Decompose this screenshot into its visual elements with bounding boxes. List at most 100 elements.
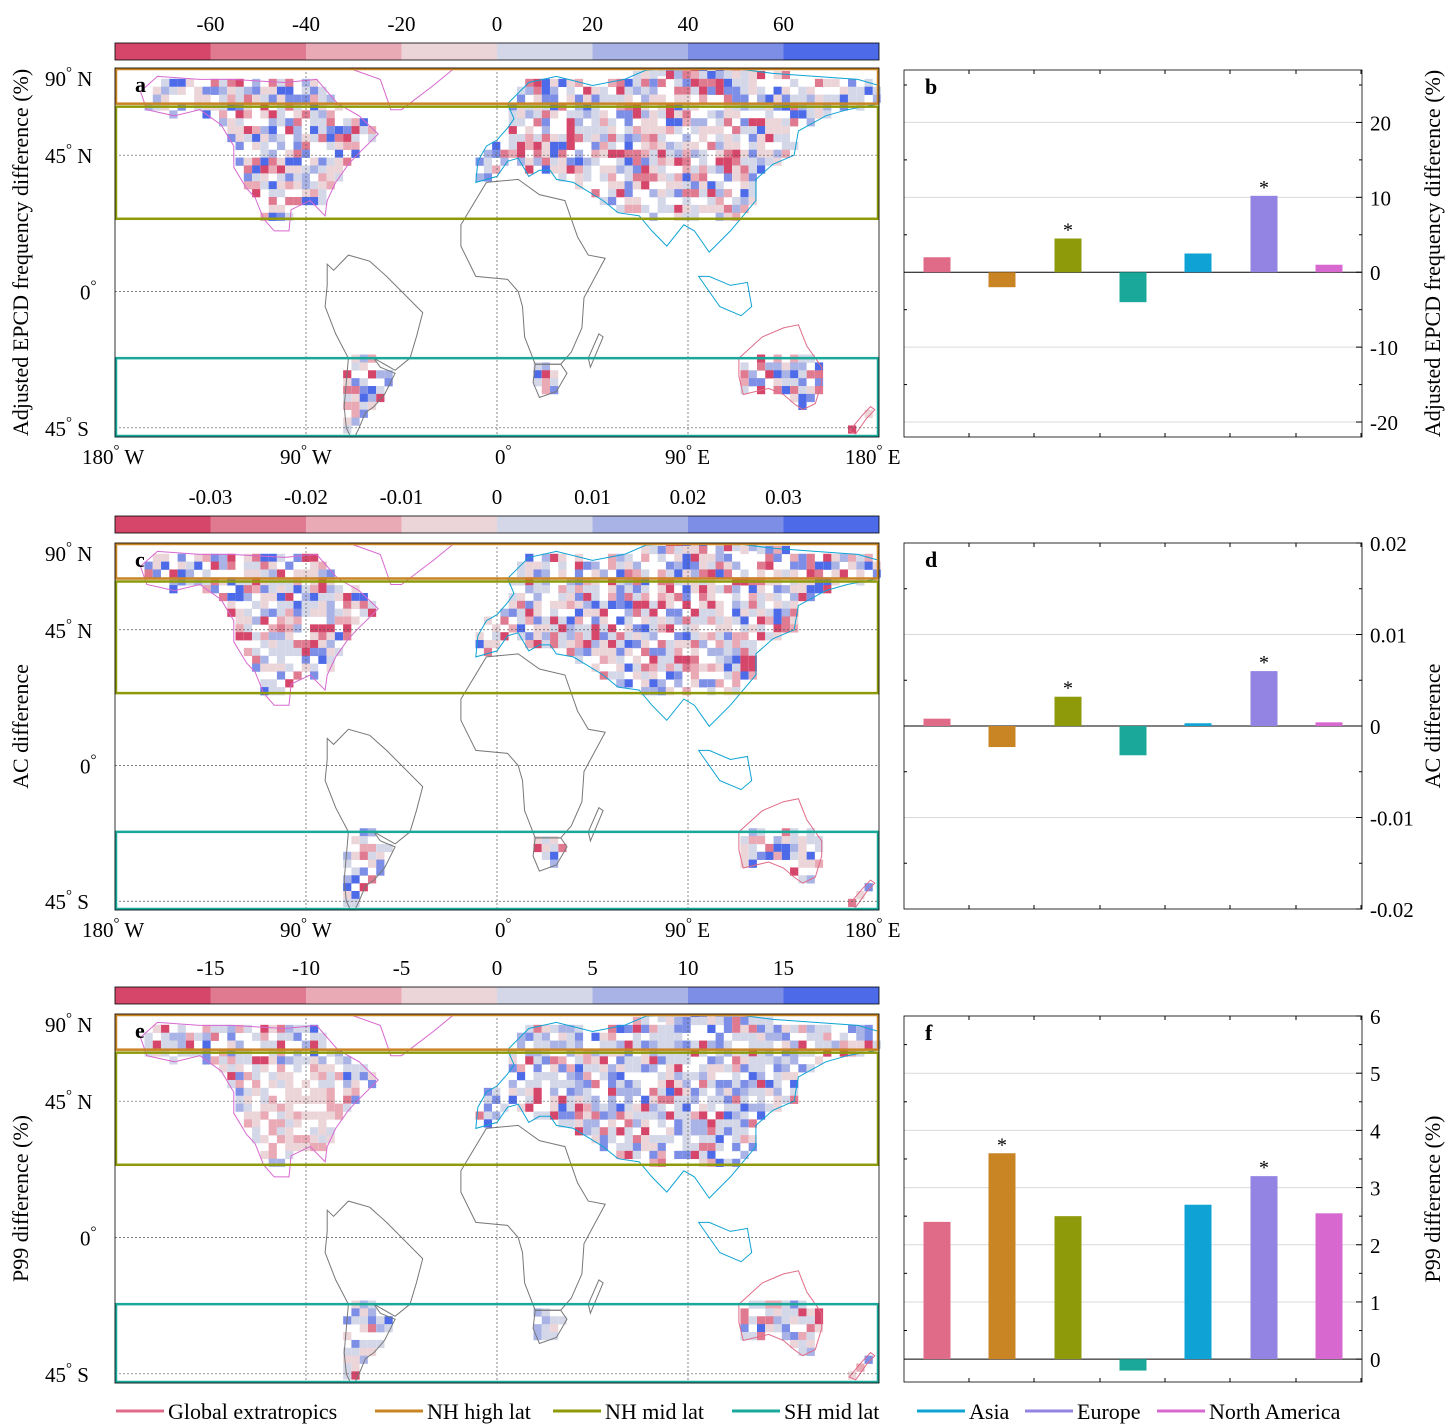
grid-cell	[268, 189, 277, 198]
grid-cell	[607, 1024, 617, 1034]
grid-cell	[848, 1040, 857, 1049]
grid-cell	[690, 204, 699, 214]
grid-cell	[765, 561, 774, 570]
grid-cell	[169, 110, 178, 119]
grid-cell	[665, 608, 675, 617]
grid-cell	[616, 204, 625, 214]
grid-cell	[574, 1072, 584, 1081]
grid-cell	[252, 189, 261, 198]
grid-cell	[690, 1040, 699, 1049]
grid-cell	[690, 640, 699, 649]
grid-cell	[177, 569, 186, 578]
colorbar-swatch	[592, 43, 688, 60]
grid-cell	[657, 1142, 666, 1152]
grid-cell	[616, 663, 625, 672]
grid-cell	[475, 1111, 484, 1120]
grid-cell	[624, 1111, 633, 1120]
grid-cell	[252, 1056, 261, 1065]
map-frame	[114, 67, 880, 438]
grid-cell	[326, 608, 335, 617]
grid-cell	[235, 1087, 244, 1097]
grid-cell	[732, 640, 741, 649]
y-tick-label: -10	[1370, 336, 1398, 360]
grid-cell	[343, 1095, 352, 1104]
grid-cell	[723, 647, 733, 657]
grid-cell	[641, 133, 650, 143]
grid-cell	[607, 553, 617, 562]
grid-cell	[765, 370, 774, 379]
grid-cell	[723, 671, 733, 680]
grid-cell	[359, 1064, 368, 1073]
grid-cell	[624, 181, 633, 190]
grid-cell	[781, 1332, 791, 1341]
grid-cell	[806, 1032, 815, 1041]
grid-cell	[235, 1024, 244, 1034]
grid-cell	[715, 569, 724, 578]
grid-cell	[723, 149, 733, 158]
grid-cell	[310, 553, 319, 562]
grid-cell	[781, 608, 791, 617]
grid-cell	[252, 561, 261, 570]
grid-cell	[674, 1072, 683, 1081]
grid-cell	[657, 68, 666, 77]
grid-cell	[665, 1024, 675, 1034]
grid-cell	[632, 592, 642, 602]
grid-cell	[607, 181, 617, 190]
lat-label: 45° S	[45, 415, 89, 441]
grid-cell	[690, 655, 699, 664]
grid-cell	[674, 1024, 683, 1034]
grid-cell	[318, 1087, 327, 1097]
grid-cell	[715, 640, 724, 649]
grid-cell	[243, 1103, 253, 1112]
grid-cell	[310, 585, 319, 594]
grid-cell	[343, 1355, 352, 1364]
bar-frame	[903, 1015, 1363, 1383]
grid-cell	[243, 569, 253, 578]
grid-cell	[798, 561, 807, 570]
grid-cell	[260, 640, 269, 649]
grid-cell	[632, 157, 642, 166]
grid-cell	[748, 671, 757, 680]
grid-cell	[732, 1072, 741, 1081]
grid-cell	[765, 1056, 774, 1065]
grid-cell	[856, 86, 865, 95]
grid-cell	[326, 616, 335, 625]
grid-cell	[558, 1079, 567, 1089]
grid-cell	[508, 126, 517, 135]
grid-cell	[798, 378, 807, 387]
grid-cell	[665, 1127, 675, 1136]
y-tick-label: 0	[1370, 1348, 1381, 1372]
grid-cell	[492, 1111, 501, 1120]
grid-cell	[591, 1064, 600, 1073]
grid-cell	[483, 149, 493, 158]
grid-cell	[541, 616, 550, 625]
grid-cell	[748, 78, 757, 88]
grid-cell	[723, 1087, 733, 1097]
grid-cell	[152, 94, 161, 103]
grid-cell	[583, 157, 592, 166]
grid-cell	[632, 585, 642, 594]
grid-cell	[699, 78, 708, 88]
grid-cell	[210, 86, 219, 95]
grid-cell	[516, 141, 526, 151]
grid-cell	[558, 1024, 567, 1034]
y-tick-label: -0.01	[1370, 807, 1414, 831]
grid-cell	[790, 608, 799, 617]
grid-cell	[516, 569, 526, 578]
grid-cell	[550, 640, 559, 649]
grid-cell	[541, 78, 550, 88]
grid-cell	[533, 1032, 542, 1041]
grid-cell	[665, 1135, 675, 1144]
grid-cell	[624, 640, 633, 649]
grid-cell	[293, 1087, 302, 1097]
coastline-south-america	[343, 1303, 396, 1384]
grid-cell	[773, 126, 782, 135]
grid-cell	[334, 1056, 344, 1065]
grid-cell	[343, 141, 352, 151]
grid-cell	[599, 569, 608, 578]
grid-cell	[243, 624, 253, 633]
grid-cell	[732, 1016, 741, 1026]
grid-cell	[252, 663, 261, 672]
grid-cell	[525, 165, 534, 174]
grid-cell	[715, 624, 724, 633]
